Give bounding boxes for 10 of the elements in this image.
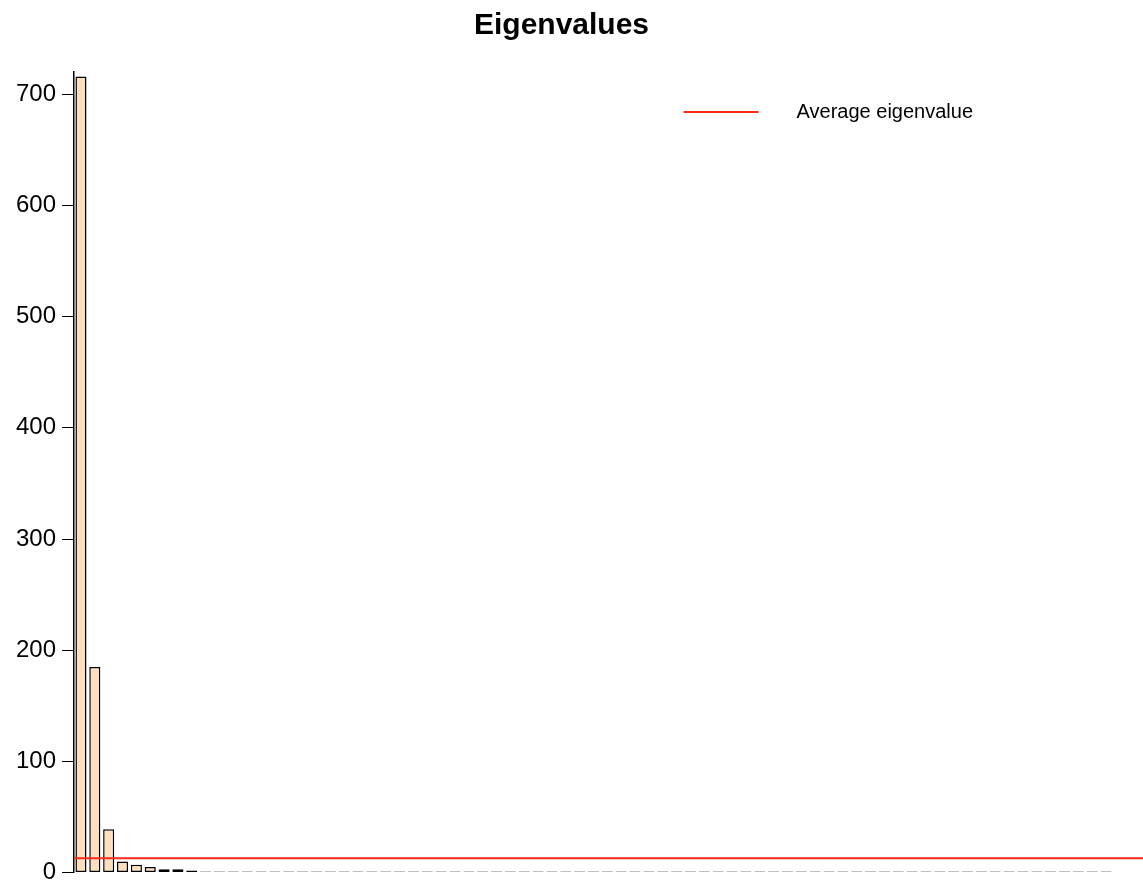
y-tick-label: 600 <box>16 190 57 218</box>
y-tick-label: 100 <box>16 746 57 774</box>
y-tick-label: 300 <box>16 523 57 551</box>
y-tick-label: 700 <box>16 78 57 106</box>
legend-label: Average eigenvalue <box>796 99 973 122</box>
y-tick-label: 200 <box>16 634 57 662</box>
y-tick-label: 0 <box>42 857 57 885</box>
y-tick-label: 500 <box>16 301 57 329</box>
y-tick-label: 400 <box>16 412 57 440</box>
chart-title: Eigenvalues <box>473 7 650 41</box>
